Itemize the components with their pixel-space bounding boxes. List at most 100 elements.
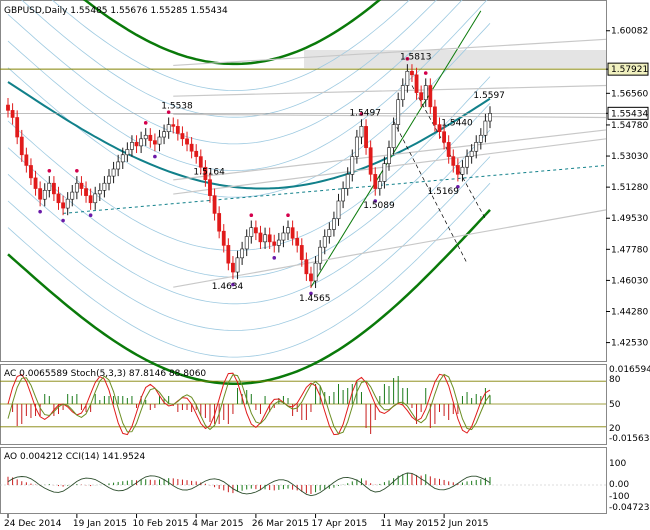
fractal-down <box>61 218 65 223</box>
candle-body <box>322 236 327 248</box>
candle-body <box>139 138 144 147</box>
candle-body <box>148 134 153 141</box>
candle-body <box>276 239 281 246</box>
date-tick-label: 26 Mar 2015 <box>252 519 309 529</box>
candle-body <box>290 227 295 239</box>
candle-body <box>88 195 93 204</box>
fractal-up <box>143 121 148 125</box>
price-tick-label: 1.53030 <box>611 152 648 162</box>
candle-body <box>134 142 139 147</box>
date-tick-label: 19 Jan 2015 <box>73 519 127 529</box>
fractal-down <box>88 213 93 218</box>
candle-body <box>478 134 483 143</box>
fan-line <box>173 84 607 97</box>
fractal-markers <box>38 57 460 296</box>
candle-body <box>185 138 189 145</box>
price-tick-label: 1.44280 <box>611 307 648 317</box>
channel-line <box>82 0 382 66</box>
candle-body <box>382 163 387 182</box>
date-axis: 24 Dec 2014 19 Jan 2015 10 Feb 2015 4 Mar 2… <box>4 514 489 529</box>
fan-line <box>173 209 607 288</box>
candle-body <box>38 188 43 200</box>
channel-line <box>7 0 488 171</box>
fractal-down <box>373 199 378 203</box>
candle-body <box>460 166 465 175</box>
candle-body <box>52 182 56 195</box>
candle-body <box>29 165 33 179</box>
price-annotation: 1.5538 <box>161 101 193 111</box>
candle-body <box>341 188 346 202</box>
candle-body <box>56 193 61 204</box>
ac-min-label: -0.015637 <box>609 434 650 444</box>
ao-label: AO 0.004212 CCI(14) 141.9524 <box>4 452 146 462</box>
cci-level-minus100: -100 <box>609 492 630 502</box>
ao-min-label: -0.047236 <box>609 503 650 513</box>
fractal-down <box>456 184 460 189</box>
price-annotation: 1.5597 <box>473 91 505 101</box>
channel-line <box>21 0 437 118</box>
candle-body <box>61 202 65 209</box>
fractal-up <box>47 168 52 173</box>
stoch-level-20: 20 <box>609 424 621 434</box>
candle-body <box>157 136 162 145</box>
fractal-up <box>359 112 364 116</box>
candle-body <box>143 134 148 140</box>
candle-body <box>368 147 373 175</box>
candle-body <box>442 131 446 143</box>
date-tick-label: 11 May 2015 <box>380 519 439 529</box>
fan-line <box>173 38 607 67</box>
candle-body <box>318 246 323 264</box>
candle-body <box>433 106 437 125</box>
price-tick-label: 1.47780 <box>611 245 648 255</box>
candle-body <box>33 177 38 189</box>
fractal-up <box>75 168 79 173</box>
ac-stoch-panel <box>0 372 606 436</box>
candle-body <box>350 156 355 175</box>
ac-max-label: 0.016594 <box>609 365 650 375</box>
candle-body <box>391 124 396 148</box>
candle-body <box>295 237 300 246</box>
stoch-main-line <box>7 372 491 436</box>
candle-body <box>120 154 125 163</box>
candle-body <box>327 229 332 237</box>
price-tick-label: 1.56560 <box>611 89 648 99</box>
fan-line <box>173 113 607 119</box>
candle-body <box>446 142 451 157</box>
cci-line <box>7 472 491 497</box>
date-tick-label: 2 Jun 2015 <box>440 519 488 529</box>
channel-line <box>7 76 491 251</box>
candle-body <box>387 147 391 164</box>
price-tag-box <box>607 62 649 76</box>
price-tick-label: 1.55434 <box>611 109 648 119</box>
channel-line <box>7 103 491 278</box>
candle-body <box>304 259 309 275</box>
channel-line <box>7 129 491 305</box>
descending-dashed-line <box>393 120 468 264</box>
candle-body <box>272 241 277 246</box>
candle-body <box>299 245 304 260</box>
candle-body <box>189 143 194 152</box>
candle-body <box>258 232 263 243</box>
rising-trendline <box>310 10 482 288</box>
candle-body <box>42 190 47 200</box>
candle-body <box>373 174 378 189</box>
candle-body <box>231 262 235 273</box>
ac-label: AC 0.0065589 Stoch(5,3,3) 87.8146 88.806… <box>4 369 206 379</box>
candle-body <box>70 191 75 200</box>
candle-body <box>203 166 208 180</box>
candle-body <box>469 150 474 157</box>
stoch-level-50: 50 <box>609 400 621 410</box>
candle-body <box>175 126 180 134</box>
candle-body <box>377 181 382 189</box>
candle-body <box>240 248 245 259</box>
candle-body <box>465 156 469 168</box>
ao-level-zero: 0.00 <box>609 480 629 490</box>
candle-body <box>166 124 171 132</box>
candle-body <box>483 120 488 136</box>
candle-body <box>10 110 15 118</box>
candle-body <box>235 257 240 273</box>
channel-line <box>7 0 463 145</box>
candle-body <box>102 182 107 191</box>
channel-line <box>7 182 491 358</box>
fractal-up <box>423 71 428 75</box>
